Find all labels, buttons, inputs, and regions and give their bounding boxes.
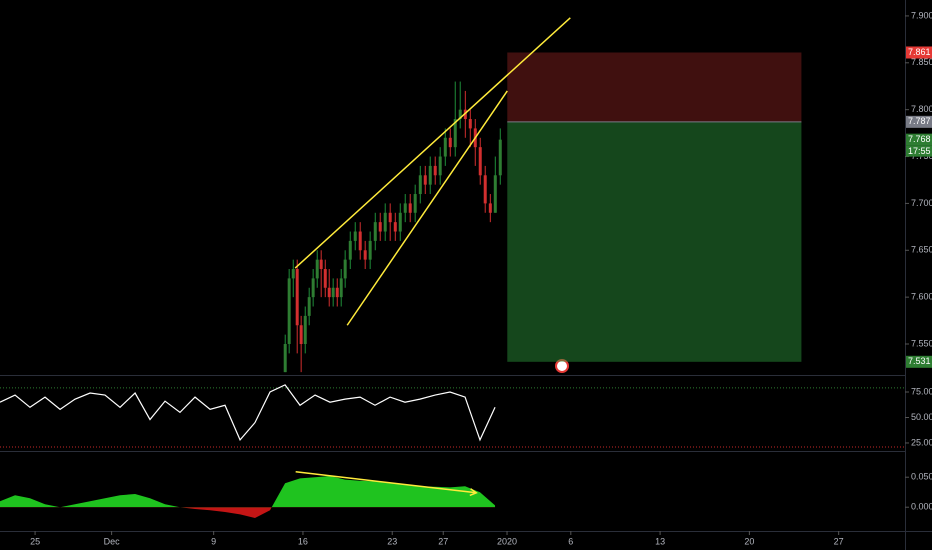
y-tick-label: 75.00 [911,386,932,396]
stop-tag-bg [906,46,932,59]
candle-body [315,259,319,279]
candle-body [403,203,407,213]
candle-body [498,139,502,176]
candle-body [493,175,497,213]
candle-body [438,156,442,176]
y-tick-label: 7.900 [911,10,932,20]
arrow-head [469,488,478,497]
candle-body [373,222,377,241]
candle-body [483,175,487,204]
candle-body [418,175,422,195]
y-tick-label: 7.550 [911,338,932,348]
entry-tag-bg [906,115,932,128]
stop-tag: 7.861 [908,47,931,57]
x-tick-label: 16 [298,536,308,546]
candle-body [478,147,482,176]
x-tick-label: 13 [655,536,665,546]
candle-body [363,250,367,260]
candle-body [428,165,432,185]
y-tick-label: 7.850 [911,57,932,67]
candle-body [413,194,417,213]
x-tick-label: Dec [104,536,121,546]
y-tick-label: 0.050 [911,472,932,482]
candle-body [353,231,357,241]
candle-body [348,240,352,260]
candle-body [307,297,311,316]
candle-body [463,109,467,120]
target-zone [507,121,802,362]
countdown: 17:55 [908,146,931,156]
candle-body [327,287,331,298]
candle-body [295,269,299,326]
y-tick-label: 7.800 [911,104,932,114]
target-tag: 7.531 [908,356,931,366]
area-negative [179,507,272,518]
x-tick-label: 27 [834,536,844,546]
candle-body [378,222,382,232]
candle-body [283,344,287,373]
alert-icon[interactable] [555,359,569,373]
candle-body [458,109,462,120]
candle-body [299,325,303,345]
area-positive [0,476,496,508]
y-tick-label: 7.650 [911,245,932,255]
target-tag-bg [906,355,932,368]
candle-body [398,212,402,232]
candle-body [358,231,362,251]
candle-body [331,287,335,298]
candle-body [291,269,295,279]
x-tick-label: 20 [744,536,754,546]
candle-body [433,165,437,176]
candle-body [303,315,307,345]
x-tick-label: 25 [30,536,40,546]
candle-body [453,119,457,148]
y-tick-label: 7.600 [911,292,932,302]
candle-body [443,137,447,157]
candle-body [323,269,327,288]
candle-body [368,240,372,260]
candle-body [448,137,452,148]
x-tick-label: 23 [387,536,397,546]
candle-body [287,278,291,345]
candle-body [488,203,492,213]
stop-zone [507,52,802,122]
candle-body [383,212,387,232]
last-price-tag: 7.768 [908,134,931,144]
candle-body [343,259,347,279]
candle-body [408,203,412,213]
candle-body [388,212,392,223]
candle-body [468,119,472,129]
x-tick-label: 9 [211,536,216,546]
entry-tag: 7.787 [908,116,931,126]
x-tick-label: 6 [568,536,573,546]
trendline [346,90,508,326]
candle-body [319,259,323,270]
divergence-arrow [295,471,477,494]
candle-body [393,222,397,232]
candle-body [311,278,315,298]
trendline [294,17,571,269]
y-tick-label: 50.00 [911,412,932,422]
last-price-tag-bg [906,133,932,146]
y-tick-label: 25.00 [911,437,932,447]
x-tick-label: 27 [438,536,448,546]
candle-body [335,287,339,298]
y-tick-label: 0.000 [911,502,932,512]
x-tick-label: 2020 [497,536,517,546]
rsi-line [0,384,496,442]
countdown-bg [906,145,932,157]
y-tick-label: 7.700 [911,198,932,208]
candle-body [339,278,343,298]
candle-body [423,175,427,185]
